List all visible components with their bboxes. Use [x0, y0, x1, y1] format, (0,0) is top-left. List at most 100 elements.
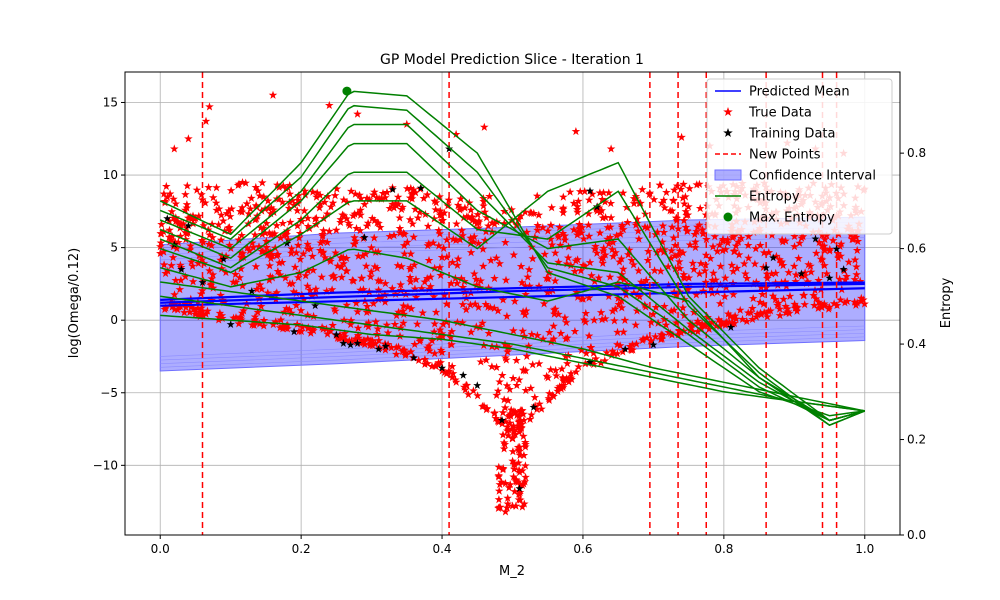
true-data-point	[655, 180, 665, 189]
entropy-line	[160, 281, 865, 412]
legend: Predicted Mean True Data Training Data New …	[706, 78, 893, 235]
true-data-point	[495, 377, 504, 386]
true-data-point	[669, 196, 678, 205]
legend-label: Confidence Interval	[749, 169, 876, 184]
legend-label: Predicted Mean	[749, 85, 850, 100]
true-data-point	[493, 386, 503, 395]
true-data-point	[558, 208, 568, 217]
y-tick-label: −10	[93, 458, 118, 472]
entropy-line	[160, 295, 865, 412]
y-tick-label: 10	[103, 168, 118, 182]
predicted-mean-lines	[160, 281, 865, 307]
y2-tick-label: 0.0	[907, 528, 926, 542]
true-data-point	[181, 190, 190, 199]
y2-tick-label: 0.4	[907, 337, 926, 351]
true-data-point	[407, 194, 417, 203]
true-data-point	[423, 221, 433, 230]
confidence-interval-edge	[160, 336, 865, 368]
y-tick-label: 15	[103, 95, 118, 109]
y2-tick-label: 0.8	[907, 146, 926, 160]
y2-tick-label: 0.2	[907, 433, 926, 447]
true-data-point	[184, 134, 193, 143]
true-data-point	[353, 109, 362, 118]
true-data-point	[584, 195, 594, 204]
true-data-point	[499, 444, 509, 453]
true-data-point	[534, 210, 544, 219]
y-axis: −10 −5 0 5 10 15	[93, 95, 125, 472]
training-data-point	[459, 371, 468, 379]
predicted-mean-line	[160, 281, 865, 301]
entropy-lines	[159, 86, 866, 427]
y2-axis: 0.0 0.2 0.4 0.6 0.8	[900, 146, 926, 542]
true-data-point	[557, 364, 567, 373]
true-data-point	[685, 184, 694, 193]
true-data-point	[638, 185, 647, 194]
true-data-point	[226, 186, 236, 195]
entropy-line	[159, 171, 866, 427]
y2-axis-label: Entropy	[939, 277, 954, 328]
legend-label: Training Data	[748, 127, 835, 142]
x-tick-label: 1.0	[855, 542, 874, 556]
max-entropy-point	[342, 86, 352, 96]
true-data-point	[547, 203, 556, 212]
true-data-point	[514, 375, 524, 384]
true-data-point	[476, 357, 486, 366]
true-data-point	[452, 219, 461, 228]
true-data-point	[528, 360, 537, 369]
true-data-point	[543, 373, 553, 382]
y-axis-label: log(Omega/0.12)	[67, 248, 82, 358]
entropy-line	[159, 90, 865, 417]
true-data-point	[599, 188, 608, 197]
x-tick-label: 0.4	[432, 542, 451, 556]
legend-patch-swatch	[714, 169, 742, 181]
true-data-point	[490, 409, 499, 418]
training-data-point	[473, 381, 482, 389]
true-data-point	[183, 181, 192, 190]
x-tick-label: 0.2	[292, 542, 311, 556]
true-data-point	[534, 359, 544, 368]
true-data-point	[530, 393, 540, 402]
chart-title: GP Model Prediction Slice - Iteration 1	[380, 52, 644, 68]
true-data-point	[393, 192, 403, 201]
true-data-point	[532, 191, 542, 200]
true-data-point	[606, 144, 616, 153]
true-data-point	[170, 144, 179, 153]
true-data-point	[310, 214, 320, 223]
true-data-point	[258, 178, 267, 187]
x-tick-label: 0.8	[714, 542, 733, 556]
y-tick-label: 0	[110, 313, 118, 327]
true-data-point	[330, 191, 340, 200]
true-data-point	[565, 187, 575, 196]
true-data-point	[247, 193, 256, 202]
true-data-point	[395, 213, 404, 222]
predicted-mean-line	[160, 287, 865, 307]
true-data-point	[212, 183, 221, 192]
legend-label: Max. Entropy	[749, 211, 835, 226]
y-tick-label: −5	[100, 386, 118, 400]
true-data-point	[192, 185, 202, 194]
x-axis: 0.0 0.2 0.4 0.6 0.8 1.0	[151, 535, 874, 556]
entropy-line	[159, 161, 865, 422]
true-data-point	[559, 192, 568, 201]
true-data-point	[492, 362, 501, 372]
true-data-point	[205, 102, 214, 111]
legend-label: New Points	[749, 148, 821, 163]
legend-label: True Data	[748, 106, 812, 121]
true-data-point	[293, 206, 302, 215]
true-data-point	[162, 181, 171, 191]
true-data-point	[512, 355, 521, 365]
legend-dot-swatch	[723, 212, 733, 222]
x-tick-label: 0.0	[151, 542, 170, 556]
true-data-point	[480, 122, 489, 131]
true-data-point	[494, 495, 504, 504]
y-tick-label: 5	[110, 241, 118, 255]
true-data-point	[695, 204, 705, 213]
true-data-point	[606, 199, 616, 208]
true-data-point	[498, 370, 507, 380]
legend-label: Entropy	[749, 190, 800, 205]
true-data-point	[500, 403, 510, 412]
x-axis-label: M_2	[499, 564, 525, 579]
predicted-mean-line	[160, 282, 865, 304]
entropy-line	[160, 248, 865, 422]
